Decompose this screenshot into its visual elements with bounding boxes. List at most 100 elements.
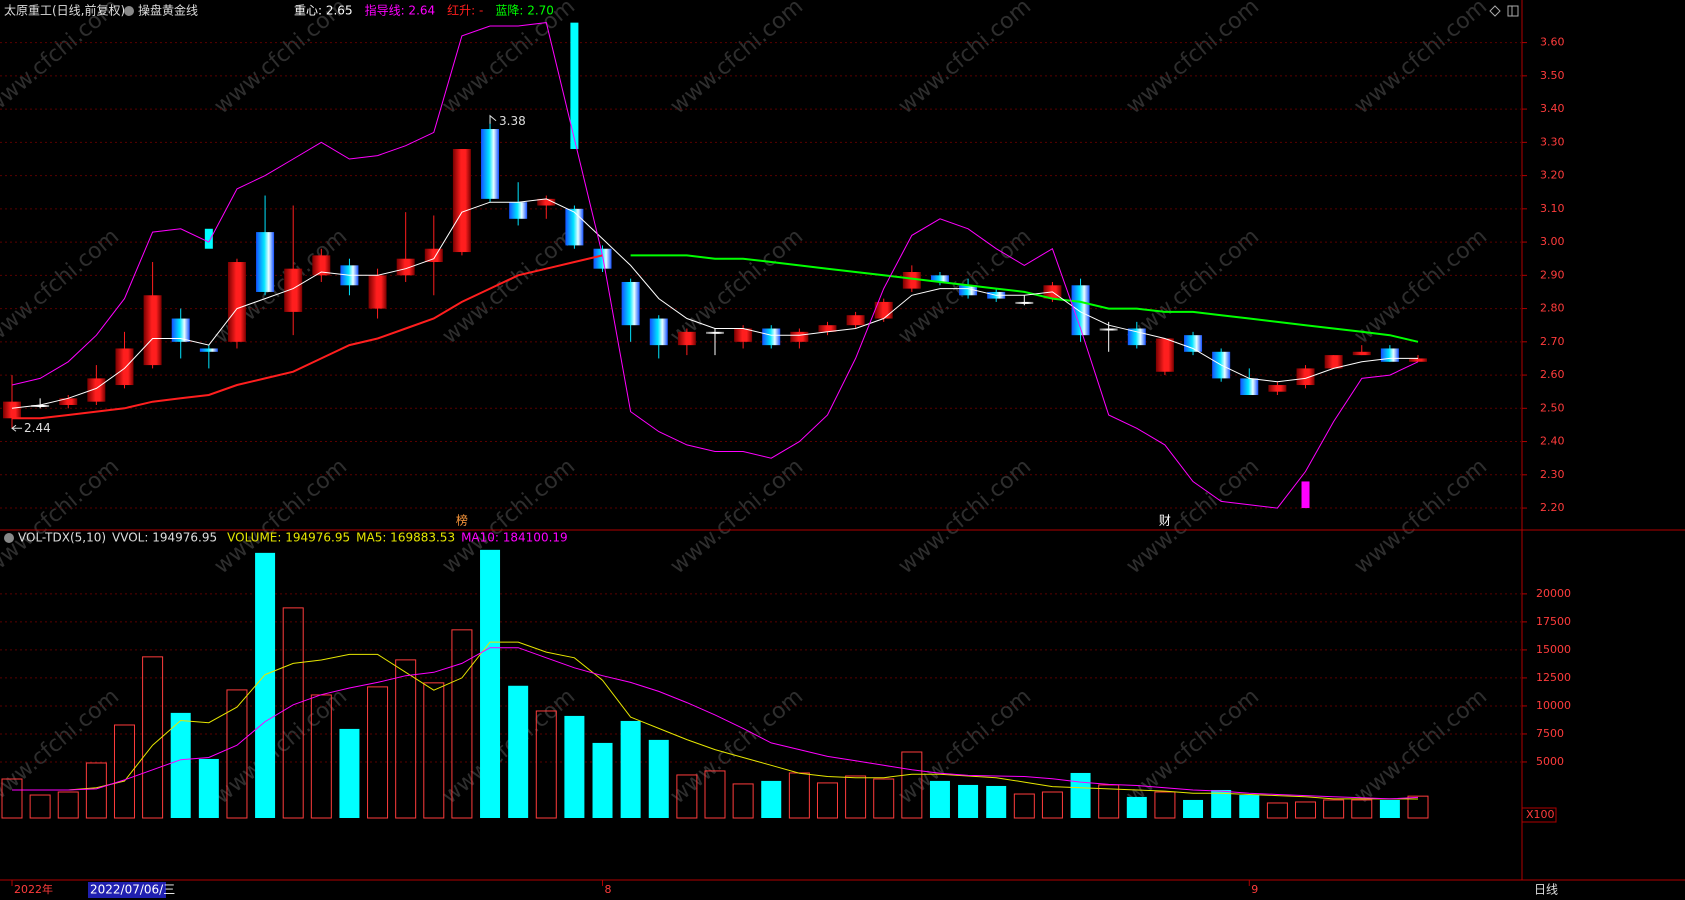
volume-bar: [929, 780, 950, 818]
event-marker: 榜: [456, 513, 468, 528]
y-tick-label: 7500: [1536, 727, 1564, 740]
indicator-icon[interactable]: [4, 533, 14, 543]
y-tick-label: 2.30: [1540, 468, 1565, 481]
volume-bar: [845, 775, 867, 819]
legend-entry: VOLUME: 194976.95: [227, 531, 350, 545]
volume-bar: [816, 782, 838, 819]
volume-bar: [620, 720, 641, 818]
y-tick-label: 3.40: [1540, 102, 1565, 115]
candle-body: [818, 325, 837, 332]
legend-entry: 蓝降: 2.70: [495, 4, 554, 18]
candle-body: [1127, 328, 1146, 346]
candle-body: [3, 401, 21, 419]
x-tick-label: 8: [605, 883, 612, 896]
period-label: 日线: [1534, 883, 1558, 897]
volume-bar: [958, 784, 979, 818]
volume-ma-line: [12, 647, 1419, 800]
candle-body: [649, 318, 668, 346]
volume-bar: [1323, 799, 1345, 819]
y-tick-label: 2.20: [1540, 501, 1565, 514]
volume-bar: [564, 715, 585, 818]
high-label: 3.38: [499, 114, 526, 128]
signal-bar: [204, 228, 213, 249]
icon-diamond[interactable]: [1489, 5, 1501, 17]
candle-body: [256, 232, 275, 292]
volume-bar: [1126, 796, 1147, 818]
candle-body: [1184, 335, 1203, 352]
low-arrow: [11, 424, 22, 432]
candle-body: [537, 198, 556, 206]
y-tick-label: 2.70: [1540, 335, 1565, 348]
y-tick-label: 15000: [1536, 643, 1571, 656]
y-tick-label: 3.10: [1540, 202, 1565, 215]
volume-bar: [1013, 793, 1035, 819]
indicator-line: [11, 22, 1419, 509]
x-tick-label: 9: [1251, 883, 1258, 896]
candle-body: [59, 398, 78, 405]
candle-body: [171, 318, 190, 342]
volume-bar: [676, 774, 698, 819]
candle-body: [1380, 348, 1399, 362]
volume-bar: [1041, 791, 1063, 819]
volume-bar: [255, 552, 276, 818]
cursor-date-box: [88, 882, 166, 898]
icon-window[interactable]: [1507, 5, 1519, 17]
volume-bar: [170, 712, 191, 818]
candle-body: [1296, 368, 1315, 386]
candle-body: [481, 129, 500, 199]
indicator-icon[interactable]: [124, 6, 134, 16]
volume-bar: [85, 762, 107, 819]
volume-bar: [535, 710, 557, 819]
candle-body: [1240, 378, 1259, 396]
candle-body: [902, 272, 921, 289]
volume-bar: [29, 794, 51, 819]
candle-body: [762, 328, 781, 346]
volume-bar: [57, 791, 79, 819]
volume-bar: [1351, 799, 1373, 819]
volume-bar: [367, 686, 389, 819]
candle-body: [396, 258, 415, 276]
candle-body: [452, 148, 471, 253]
candle-body: [959, 285, 978, 296]
y-tick-label: 3.20: [1540, 169, 1565, 182]
candle-body: [1324, 355, 1343, 369]
volume-bar: [648, 739, 669, 818]
y-tick-label: 3.30: [1540, 135, 1565, 148]
candle-body: [565, 208, 584, 246]
candle-body: [87, 378, 106, 402]
volume-bar: [423, 682, 445, 819]
volume-subtitle: VVOL: 194976.95: [112, 531, 217, 545]
event-marker: 财: [1159, 514, 1171, 528]
volume-bar: [451, 629, 473, 819]
legend-entry: 指导线: 2.64: [365, 3, 436, 18]
candle-body: [1015, 301, 1034, 304]
candle-body: [677, 331, 696, 346]
legend-entry: 重心: 2.65: [294, 4, 353, 18]
volume-bar: [1070, 772, 1091, 818]
candle-body: [1409, 358, 1427, 362]
candle-body: [1268, 385, 1287, 392]
candle-body: [227, 262, 246, 342]
volume-bar: [1266, 802, 1288, 819]
candle-body: [143, 295, 162, 366]
indicator-name: 操盘黄金线: [138, 3, 198, 18]
volume-bar: [1098, 784, 1120, 819]
legend-entry: MA10: 184100.19: [461, 531, 568, 545]
candle-body: [1155, 338, 1174, 372]
y-tick-label: 2.80: [1540, 302, 1565, 315]
candle-body: [509, 202, 528, 219]
volume-bar: [282, 607, 304, 819]
high-arrow: [489, 114, 497, 124]
legend-entry: 红升: -: [447, 3, 483, 18]
volume-bar: [986, 785, 1007, 818]
indicator-line: [12, 254, 603, 420]
stock-title: 太原重工(日线,前复权): [4, 3, 125, 18]
volume-bar: [1183, 799, 1204, 818]
candle-body: [115, 348, 134, 386]
candle-body: [1099, 328, 1118, 331]
volume-bar: [1239, 795, 1260, 818]
y-tick-label: 20000: [1536, 587, 1571, 600]
